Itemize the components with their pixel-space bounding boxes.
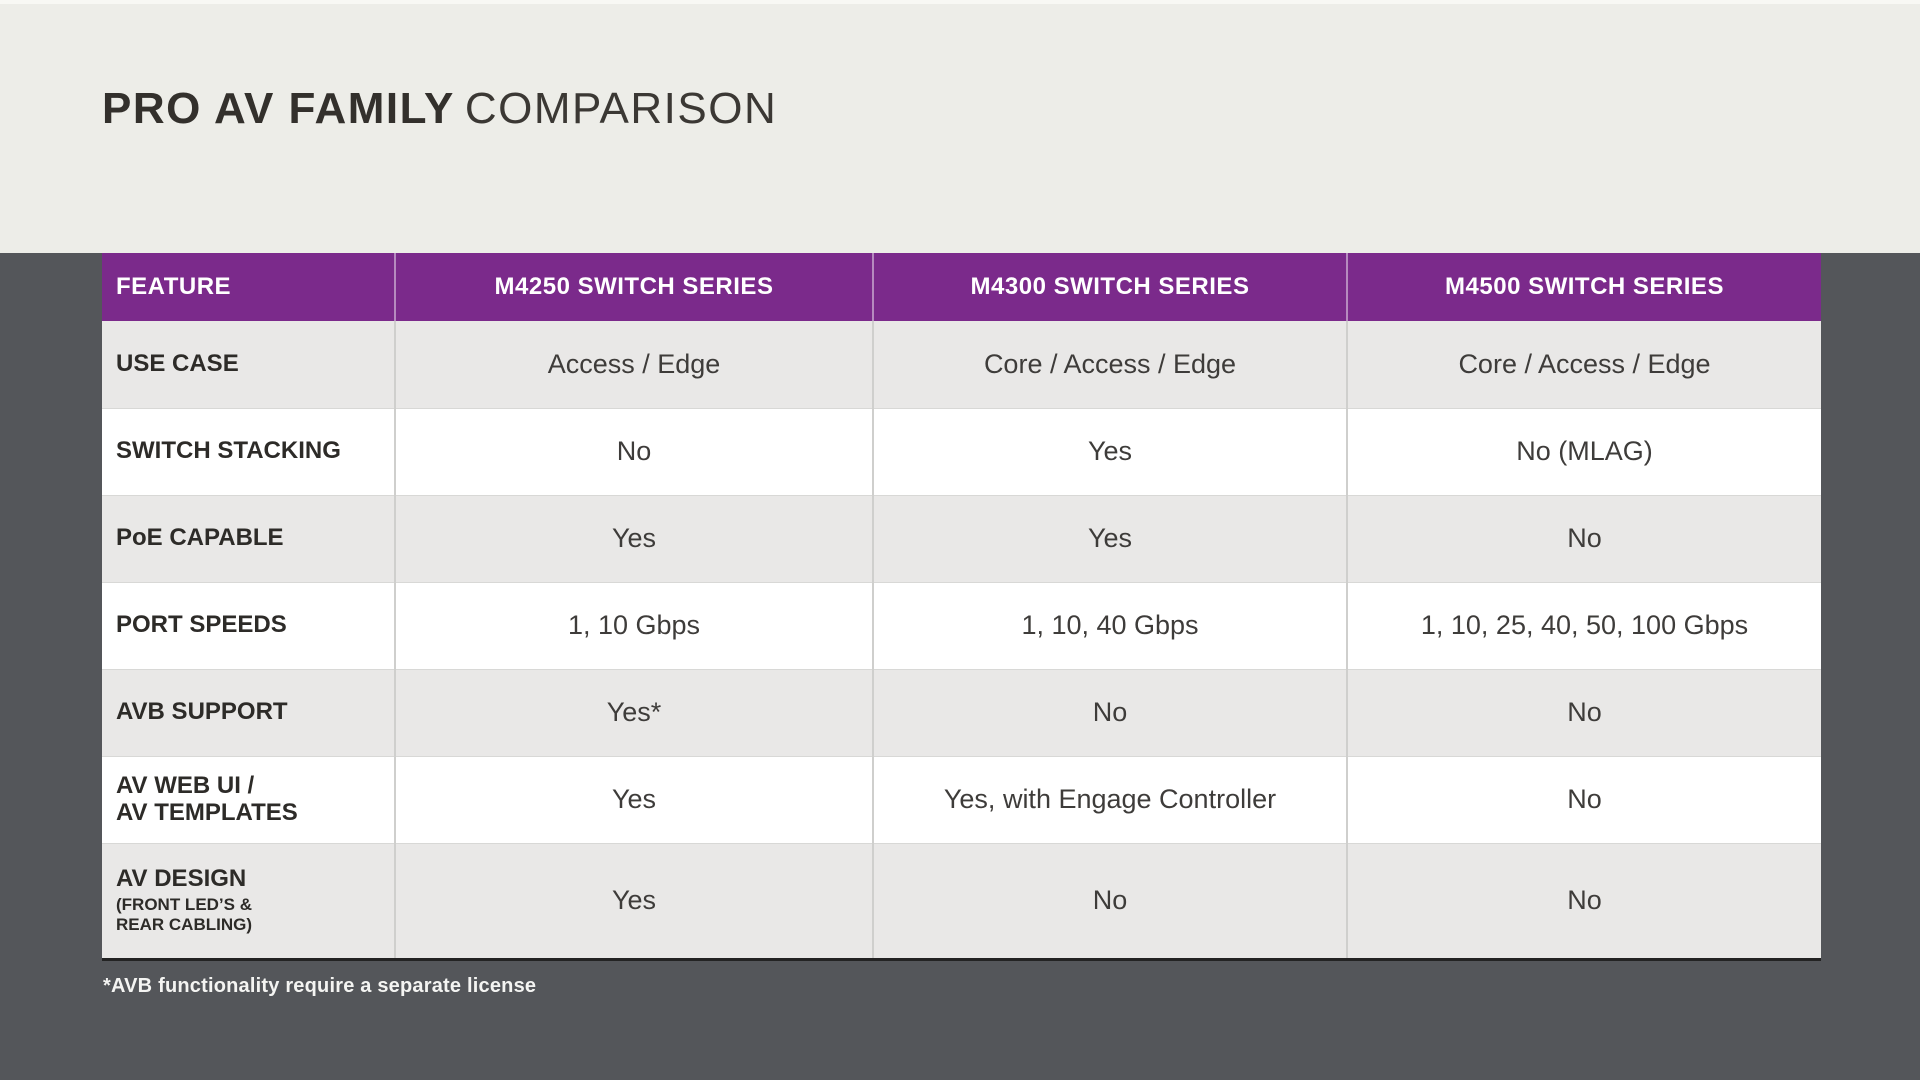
title-band: PRO AV FAMILY COMPARISON — [0, 0, 1920, 253]
cell-m4300: Yes — [872, 407, 1347, 495]
cell-m4500: No — [1346, 494, 1821, 582]
cell-m4250: Yes — [394, 755, 873, 843]
cell-m4500: No — [1346, 842, 1821, 959]
cell-m4500: No — [1346, 668, 1821, 756]
cell-m4300: Yes, with Engage Controller — [872, 755, 1347, 843]
table-row-switch-stacking: SWITCH STACKING No Yes No (MLAG) — [102, 407, 1821, 495]
footnote: *AVB functionality require a separate li… — [103, 975, 537, 997]
table-row-av-design: AV DESIGN (FRONT LED’S & REAR CABLING) Ye… — [102, 842, 1821, 959]
cell-m4300: Core / Access / Edge — [872, 321, 1347, 408]
cell-m4250: Access / Edge — [394, 321, 873, 408]
table-row-avb-support: AVB SUPPORT Yes* No No — [102, 668, 1821, 756]
cell-m4300: No — [872, 842, 1347, 959]
table-header: FEATURE M4250 SWITCH SERIES M4300 SWITCH… — [102, 253, 1821, 321]
page-title: PRO AV FAMILY COMPARISON — [102, 84, 777, 134]
feature-label: PORT SPEEDS — [102, 581, 395, 669]
cell-m4250: Yes — [394, 494, 873, 582]
table-row-poe-capable: PoE CAPABLE Yes Yes No — [102, 494, 1821, 582]
table-body: USE CASE Access / Edge Core / Access / E… — [102, 321, 1821, 959]
cell-m4500: Core / Access / Edge — [1346, 321, 1821, 408]
column-header-m4300: M4300 SWITCH SERIES — [872, 253, 1347, 321]
cell-m4300: 1, 10, 40 Gbps — [872, 581, 1347, 669]
cell-m4500: 1, 10, 25, 40, 50, 100 Gbps — [1346, 581, 1821, 669]
title-primary: PRO AV FAMILY — [102, 84, 455, 133]
comparison-table: FEATURE M4250 SWITCH SERIES M4300 SWITCH… — [102, 253, 1821, 961]
column-header-feature: FEATURE — [102, 253, 395, 321]
column-header-m4250: M4250 SWITCH SERIES — [394, 253, 873, 321]
cell-m4500: No — [1346, 755, 1821, 843]
feature-label: USE CASE — [116, 349, 239, 377]
table-band: FEATURE M4250 SWITCH SERIES M4300 SWITCH… — [0, 253, 1920, 1080]
cell-m4250: Yes — [394, 842, 873, 959]
title-secondary: COMPARISON — [464, 84, 778, 133]
feature-label: SWITCH STACKING — [102, 407, 395, 495]
table-row-use-case: USE CASE Access / Edge Core / Access / E… — [102, 321, 1821, 408]
feature-sublabel: (FRONT LED’S & REAR CABLING) — [116, 894, 252, 934]
header-row: FEATURE M4250 SWITCH SERIES M4300 SWITCH… — [102, 253, 1821, 321]
cell-m4500: No (MLAG) — [1346, 407, 1821, 495]
cell-m4300: No — [872, 668, 1347, 756]
cell-m4250: No — [394, 407, 873, 495]
table-row-port-speeds: PORT SPEEDS 1, 10 Gbps 1, 10, 40 Gbps 1,… — [102, 581, 1821, 669]
feature-label: AV WEB UI / AV TEMPLATES — [102, 755, 395, 843]
cell-m4300: Yes — [872, 494, 1347, 582]
table-row-av-web-ui: AV WEB UI / AV TEMPLATES Yes Yes, with E… — [102, 755, 1821, 843]
feature-label: AV DESIGN (FRONT LED’S & REAR CABLING) — [102, 842, 395, 959]
feature-label: AVB SUPPORT — [102, 668, 395, 756]
feature-label: PoE CAPABLE — [102, 494, 395, 582]
column-header-m4500: M4500 SWITCH SERIES — [1346, 253, 1821, 321]
cell-m4250: 1, 10 Gbps — [394, 581, 873, 669]
cell-m4250: Yes* — [394, 668, 873, 756]
